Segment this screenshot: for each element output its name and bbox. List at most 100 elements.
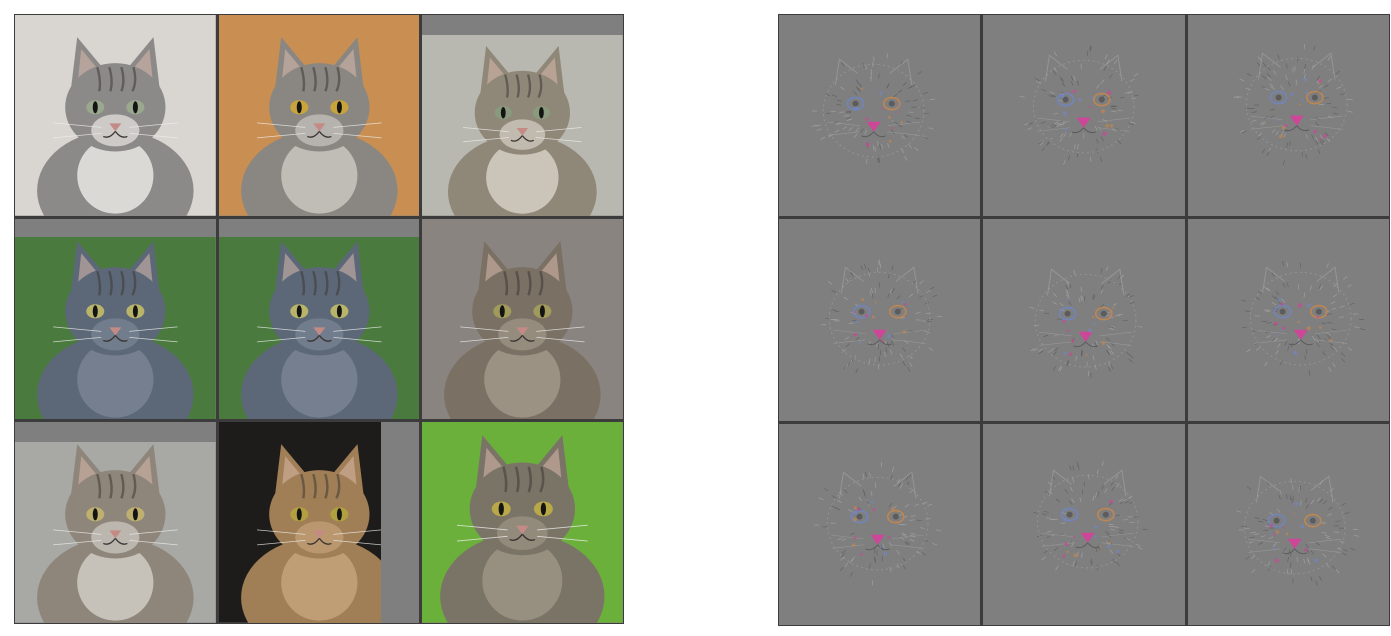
color-speckle [904,303,907,306]
map-background [779,15,980,216]
saliency-map-maine-coon-kitten [1188,15,1389,216]
color-speckle [1279,134,1283,138]
color-speckle [1301,100,1303,102]
saliency-map-image [983,15,1184,216]
color-speckle [1293,512,1295,514]
cat-pupil-left [500,305,505,317]
cat-photo-gray-white-kitten [15,15,216,216]
color-speckle [891,507,894,510]
eye-core-right [1101,311,1107,317]
color-speckle [888,116,891,119]
cat-pupil-left [93,305,98,317]
map-background [983,424,1184,625]
color-speckle [1273,533,1275,535]
color-speckle [865,117,868,120]
color-speckle [1109,499,1113,503]
cat-pupil-left [296,509,301,521]
color-speckle [1113,315,1115,317]
cat-photo-image [219,219,420,420]
eye-core-right [893,513,899,519]
eye-core-left [857,513,863,519]
color-speckle [1297,321,1299,323]
cat-pupil-right [541,503,546,516]
cat-pupil-left [499,503,504,516]
color-speckle [1089,329,1093,333]
color-speckle [1107,91,1111,95]
saliency-map-lynx [779,424,980,625]
color-speckle [1304,91,1307,94]
padding-band [381,422,419,623]
color-speckle [1316,316,1319,319]
eye-core-right [1103,511,1109,517]
eye-core-right [1309,517,1315,523]
color-speckle [1069,353,1072,356]
cat-pupil-right [337,101,342,113]
color-speckle [1314,558,1318,562]
color-speckle [1280,329,1282,331]
eye-core-left [1275,95,1281,101]
color-speckle [872,316,875,319]
eye-core-right [889,101,895,107]
color-speckle [1304,548,1307,551]
color-speckle [1064,352,1067,355]
cat-photo-brown-tabby-dark-bg [219,422,420,623]
color-speckle [901,301,904,304]
color-speckle [887,536,890,539]
cat-photo-image [422,15,623,216]
cat-pupil-left [296,101,301,113]
color-speckle [1323,523,1325,525]
eye-core-right [1315,309,1321,315]
color-speckle [1103,131,1107,135]
map-background [1188,15,1389,216]
saliency-map-image [779,15,980,216]
color-speckle [860,553,863,556]
color-speckle [1066,299,1068,301]
color-speckle [1108,304,1110,306]
color-speckle [1064,517,1068,521]
color-speckle [1329,339,1332,342]
cat-pupil-right [539,107,544,118]
eye-core-left [852,101,858,107]
color-speckle [1276,335,1278,337]
color-speckle [1273,322,1277,326]
color-speckle [1303,78,1307,82]
cat-photo-image [15,219,216,420]
gradient-stroke [1092,558,1093,563]
color-speckle [871,500,874,503]
eye-core-left [859,309,865,315]
color-speckle [1065,542,1068,545]
color-speckle [1307,304,1311,308]
color-speckle [1275,530,1279,534]
color-speckle [1093,323,1096,326]
color-speckle [866,143,870,147]
color-speckle [1100,546,1102,548]
color-speckle [1276,119,1278,121]
cat-pupil-right [337,305,342,317]
color-speckle [1323,134,1327,138]
color-speckle [1073,536,1075,538]
map-background [779,219,980,420]
color-speckle [1112,307,1114,309]
saliency-map-image [1188,424,1389,625]
color-speckle [1063,111,1067,115]
color-speckle [1071,340,1074,343]
saliency-map-brown-tabby-dark-bg [983,424,1184,625]
cat-pupil-right [133,305,138,317]
saliency-map-image [1188,15,1389,216]
color-speckle [1102,341,1106,345]
color-speckle [1091,97,1094,100]
eye-core-right [895,309,901,315]
gradient-stroke [875,548,876,553]
color-speckle [1290,93,1293,96]
color-speckle [852,543,855,546]
map-background [1188,424,1389,625]
color-speckle [900,121,903,124]
saliency-map-image [1188,219,1389,420]
color-speckle [891,127,893,129]
color-speckle [1319,326,1322,329]
color-speckle [896,105,898,107]
color-speckle [1089,106,1091,108]
cat-photo-lynx [15,422,216,623]
color-speckle [885,553,887,555]
color-speckle [879,545,882,548]
